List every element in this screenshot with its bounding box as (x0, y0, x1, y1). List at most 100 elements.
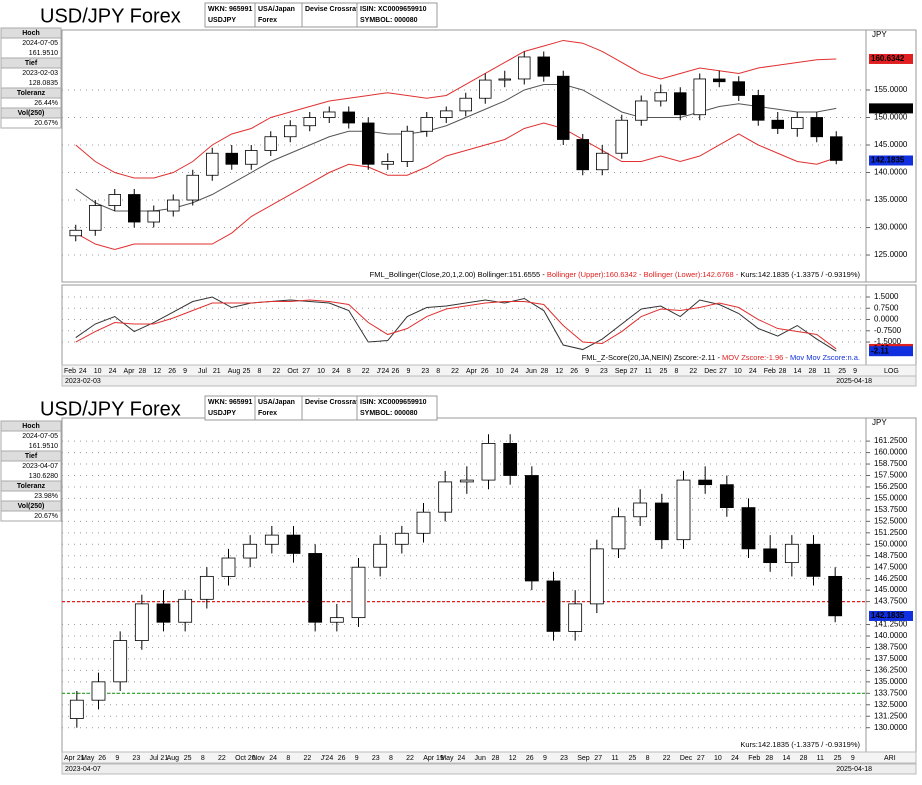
candle-body (283, 125, 297, 138)
header-text: Devise Crossrate (305, 6, 362, 13)
x-tick-label: 10 (496, 368, 504, 375)
price-tag (869, 53, 913, 64)
y-tick-label: 148.7500 (874, 551, 908, 560)
candle-body (654, 92, 668, 102)
range-start: 2023-04-07 (65, 766, 101, 773)
x-tick-label: 22 (272, 368, 280, 375)
x-tick-label: 10 (714, 755, 722, 762)
info-label: Toleranz (17, 483, 46, 490)
x-tick-label: 23 (372, 755, 380, 762)
y-tick-label: 135.0000 (874, 195, 908, 204)
x-tick-label: 9 (853, 368, 857, 375)
x-tick-label: 9 (115, 755, 119, 762)
candle-body (199, 575, 214, 600)
y-tick-label: 151.2500 (874, 528, 908, 537)
info-value: 23.98% (34, 493, 58, 500)
candle-body (518, 56, 531, 80)
info-label: Toleranz (17, 90, 46, 97)
candle-body (498, 78, 511, 81)
x-tick-label: 24 (332, 368, 340, 375)
candle-body (439, 110, 453, 118)
status-segment: Kurs:142.1835 (-1.3375 / -0.9319%) (740, 270, 860, 279)
chart-title: USD/JPY Forex (40, 5, 181, 27)
x-tick-label: 8 (201, 755, 205, 762)
header-cell (301, 395, 358, 421)
x-tick-label: 24 (269, 755, 277, 762)
status-segment: FML_Z-Score(20,JA,NEIN) Zscore:-2.11 - (582, 353, 722, 362)
x-tick-label: Oct (287, 368, 298, 375)
candle-body (178, 598, 193, 623)
y-tick-label: 133.7500 (874, 688, 908, 697)
candle-body (166, 199, 180, 212)
candle-body (416, 511, 431, 534)
scale-mode: LOG (884, 368, 899, 375)
candle-body (576, 139, 590, 171)
x-tick-label: 22 (303, 755, 311, 762)
x-tick-label: 22 (218, 755, 226, 762)
x-tick-label: Nov (252, 755, 265, 762)
info-value: 2023-02-03 (22, 70, 58, 77)
candle-body (205, 152, 219, 176)
x-tick-label: 22 (689, 368, 697, 375)
header-text: USDJPY (208, 410, 236, 417)
x-tick-label: Sep (615, 368, 628, 375)
x-tick-label: 28 (779, 368, 787, 375)
price-tag-label: 142.1835 (871, 156, 905, 165)
x-tick-label: 27 (594, 755, 602, 762)
price-tag (869, 103, 913, 114)
x-tick-label: 22 (663, 755, 671, 762)
x-tick-label: 9 (406, 368, 410, 375)
y-tick-label: 141.2500 (874, 620, 908, 629)
x-tick-label: 9 (585, 368, 589, 375)
x-tick-label: 24 (731, 755, 739, 762)
y-tick-label: 161.2500 (874, 436, 908, 445)
x-tick-label: 27 (719, 368, 727, 375)
candle-body (134, 603, 149, 641)
candle-body (546, 580, 561, 632)
info-value: 2024-07-05 (22, 433, 58, 440)
x-tick-label: 28 (540, 368, 548, 375)
header-text: WKN: 965991 (208, 399, 252, 406)
candle-body (308, 553, 323, 623)
y-tick-label: 160.0000 (874, 448, 908, 457)
x-tick-label: 26 (98, 755, 106, 762)
candle-body (693, 78, 707, 116)
y-tick-label: 1.5000 (874, 292, 899, 301)
candle-body (286, 534, 301, 554)
x-tick-label: 21 (213, 368, 221, 375)
candle-body (400, 130, 414, 162)
candle-body (438, 481, 453, 513)
header-text: USA/Japan (258, 399, 295, 406)
status-segment: Bollinger (Lower):142.6768 - (644, 270, 741, 279)
x-tick-label: 8 (674, 368, 678, 375)
y-tick-label: -1.5000 (874, 337, 902, 346)
info-frame (0, 420, 62, 522)
axis-unit: JPY (872, 30, 887, 39)
header-cell (356, 2, 438, 28)
y-tick-label: 147.5000 (874, 562, 908, 571)
x-tick-label: Jun (526, 368, 537, 375)
x-tick-label: 14 (794, 368, 802, 375)
candle-body (784, 543, 799, 564)
x-tick-label: 8 (286, 755, 290, 762)
y-tick-label: 140.0000 (874, 631, 908, 640)
candle-body (596, 152, 609, 171)
header-text: USA/Japan (258, 6, 295, 13)
info-value: 2024-07-05 (22, 40, 58, 47)
candle-body (719, 484, 734, 508)
candle-body (635, 100, 648, 121)
y-tick-label: 132.5000 (874, 700, 908, 709)
candle-body (557, 75, 570, 140)
y-tick-label: 131.2500 (874, 711, 908, 720)
x-tick-label: 26 (168, 368, 176, 375)
y-tick-label: 137.5000 (874, 654, 908, 663)
x-tick-label: 24 (749, 368, 757, 375)
price-tag (869, 155, 913, 166)
candle-body (303, 117, 316, 127)
candle-body (147, 210, 160, 223)
x-tick-label: 26 (338, 755, 346, 762)
x-tick-label: 27 (630, 368, 638, 375)
x-tick-label: 27 (302, 368, 310, 375)
candle-body (459, 97, 472, 112)
header-cell (204, 2, 256, 28)
